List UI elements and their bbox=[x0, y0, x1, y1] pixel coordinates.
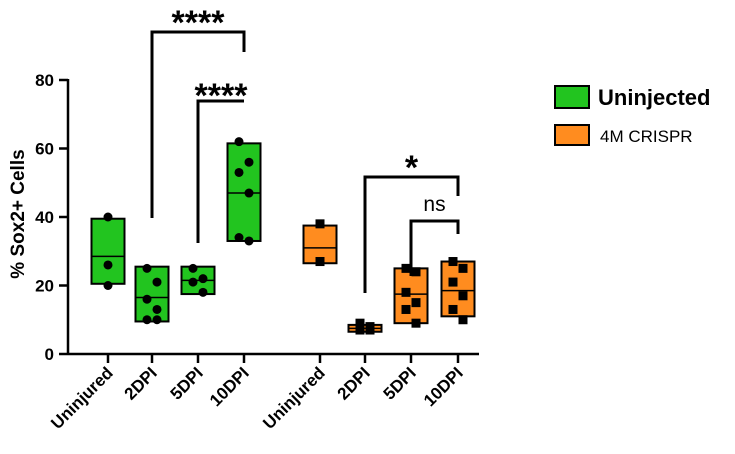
significance-label: **** bbox=[195, 77, 249, 115]
box bbox=[134, 265, 170, 323]
data-point bbox=[448, 304, 458, 314]
x-tick-label: 10DPI bbox=[206, 363, 253, 410]
data-point bbox=[103, 281, 113, 290]
data-point bbox=[103, 260, 113, 270]
significance-label: ns bbox=[423, 193, 445, 216]
axes: 0 20 40 60 80 bbox=[35, 71, 479, 364]
significance-label: **** bbox=[172, 4, 226, 42]
significance-bracket bbox=[196, 99, 244, 243]
data-point bbox=[411, 318, 421, 328]
data-point bbox=[188, 263, 198, 273]
data-point bbox=[315, 219, 325, 229]
data-points bbox=[103, 137, 468, 335]
data-point bbox=[355, 318, 365, 328]
x-tick-label: 2DPI bbox=[334, 363, 374, 403]
significance-bracket bbox=[150, 30, 246, 218]
data-point bbox=[411, 267, 421, 277]
y-tick-label: 40 bbox=[35, 208, 54, 227]
x-tick-label: Uninjured bbox=[47, 363, 117, 433]
data-point bbox=[401, 304, 411, 314]
x-tick-label: 5DPI bbox=[167, 363, 207, 403]
y-tick-label: 0 bbox=[45, 345, 54, 364]
significance-annotations: *********ns bbox=[150, 4, 460, 293]
data-point bbox=[401, 263, 411, 273]
data-point bbox=[244, 236, 254, 246]
legend-swatch bbox=[554, 124, 590, 146]
x-tick-labels: Uninjured 2DPI 5DPI 10DPI Uninjured 2DPI 5DPI 1… bbox=[47, 363, 467, 433]
data-point bbox=[458, 263, 468, 273]
legend-label: 4M CRISPR bbox=[600, 127, 693, 146]
data-point bbox=[152, 277, 162, 287]
box bbox=[393, 267, 429, 325]
data-point bbox=[198, 274, 208, 284]
data-point bbox=[315, 257, 325, 267]
data-point bbox=[244, 157, 254, 167]
y-tick-label: 20 bbox=[35, 277, 54, 296]
data-point bbox=[142, 263, 152, 273]
y-tick-label: 80 bbox=[35, 71, 54, 90]
significance-bracket bbox=[409, 219, 460, 276]
data-point bbox=[355, 325, 365, 335]
legend-label: Uninjected bbox=[598, 85, 710, 110]
data-point bbox=[103, 212, 113, 222]
data-point bbox=[458, 315, 468, 325]
data-point bbox=[448, 257, 458, 267]
significance-label: * bbox=[405, 149, 419, 187]
bars bbox=[90, 142, 476, 333]
data-point bbox=[458, 291, 468, 301]
data-point bbox=[198, 287, 208, 297]
y-tick-label: 60 bbox=[35, 140, 54, 159]
data-point bbox=[244, 188, 254, 198]
data-point bbox=[234, 167, 244, 177]
x-tick-label: 5DPI bbox=[380, 363, 420, 403]
box bbox=[90, 217, 126, 285]
data-point bbox=[142, 315, 152, 325]
y-axis-label: % Sox2+ Cells bbox=[8, 149, 29, 278]
data-point bbox=[365, 325, 375, 335]
data-point bbox=[142, 294, 152, 304]
data-point bbox=[234, 137, 244, 147]
x-tick-label: 10DPI bbox=[420, 363, 467, 410]
legend-swatch bbox=[554, 85, 590, 109]
data-point bbox=[152, 315, 162, 325]
box bbox=[226, 142, 262, 242]
significance-bracket bbox=[363, 175, 460, 293]
legend: Uninjected 4M CRISPR bbox=[554, 85, 710, 146]
x-tick-label: 2DPI bbox=[121, 363, 161, 403]
data-point bbox=[401, 287, 411, 297]
data-point bbox=[448, 277, 458, 287]
box bbox=[440, 260, 476, 318]
data-point bbox=[411, 298, 421, 308]
x-tick-label: Uninjured bbox=[259, 363, 329, 433]
data-point bbox=[152, 304, 162, 314]
data-point bbox=[188, 277, 198, 287]
data-point bbox=[234, 233, 244, 243]
